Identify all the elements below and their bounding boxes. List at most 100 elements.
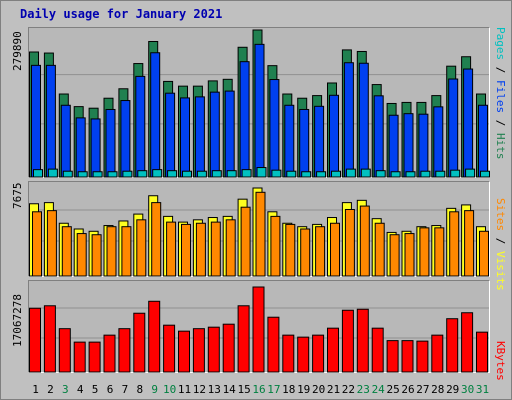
sites-bar-13 [210,221,221,277]
sites-bar-18 [285,223,296,277]
files-bar-6 [105,108,116,178]
pages-bar-15 [241,169,252,178]
kbytes-bar-7 [118,328,131,373]
files-bar-13 [209,91,220,178]
sites-bar-25 [389,234,400,277]
sites-bar-2 [46,210,57,277]
day-label-15: 15 [237,383,251,396]
kbytes-bar-25 [386,340,399,373]
sites-bar-1 [32,211,42,277]
files-bar-8 [135,75,146,178]
files-bar-18 [284,104,295,178]
files-bar-15 [239,61,250,178]
sites-bar-7 [121,226,132,277]
sites-bar-19 [300,228,311,277]
kbytes-bar-22 [341,309,354,373]
sites-bar-28 [434,227,445,277]
pages-bar-20 [316,171,327,178]
kbytes-bar-21 [327,327,339,373]
sites-bar-22 [344,208,355,277]
sites-bar-4 [76,233,87,277]
sites-bar-20 [315,226,326,277]
day-label-22: 22 [341,383,356,396]
sites-bar-16 [255,191,266,277]
files-bar-12 [194,96,205,178]
day-label-31: 31 [475,383,490,396]
files-bar-19 [299,108,310,178]
kbytes-bar-29 [446,318,459,373]
kbytes-bar-23 [356,308,369,373]
kbytes-bar-2 [43,305,56,373]
day-label-6: 6 [106,383,114,396]
kbytes-bar-17 [267,316,280,373]
day-label-3: 3 [61,383,69,396]
day-label-9: 9 [151,383,158,396]
sites-bar-6 [106,226,117,277]
pages-bar-19 [301,171,312,178]
pages-bar-1 [33,169,43,178]
pages-bar-29 [450,169,461,178]
files-bar-23 [358,62,369,178]
files-bar-3 [60,104,71,178]
files-bar-7 [120,100,131,178]
sites-bar-31 [479,230,489,277]
sites-bar-10 [166,221,177,277]
kbytes-bar-30 [461,312,474,373]
pages-bar-3 [62,170,73,178]
sites-bar-29 [449,211,460,277]
day-label-23: 23 [356,383,370,396]
files-bar-1 [31,64,41,178]
sites-bar-12 [195,222,206,277]
files-bar-29 [448,78,459,178]
pages-bar-17 [271,169,282,178]
pages-bar-7 [122,170,133,178]
day-label-5: 5 [91,383,99,396]
kbytes-bar-12 [192,328,205,373]
sites-bar-11 [181,223,191,277]
day-label-1: 1 [32,383,39,396]
sites-bar-8 [136,219,147,277]
files-bar-26 [403,113,414,178]
sites-bar-3 [61,226,72,277]
pages-bar-22 [345,168,356,178]
pages-bar-23 [360,168,371,178]
files-bar-17 [269,79,280,178]
files-bar-16 [254,43,265,178]
day-label-14: 14 [222,383,236,396]
day-label-29: 29 [446,383,460,396]
files-bar-5 [90,118,101,178]
kbytes-bar-14 [222,323,235,373]
pages-bar-2 [47,168,58,178]
sites-bar-27 [419,227,430,277]
pages-bar-9 [152,169,163,178]
kbytes-bar-20 [312,334,325,373]
kbytes-bar-26 [401,340,414,373]
pages-bar-30 [465,168,476,178]
day-label-7: 7 [121,383,129,396]
files-bar-10 [165,92,176,178]
pages-bar-26 [405,171,416,178]
pages-bar-14 [226,170,237,178]
day-label-24: 24 [371,383,385,396]
pages-bar-31 [480,170,490,178]
pages-bar-8 [137,170,148,178]
day-label-19: 19 [297,383,311,396]
day-label-21: 21 [326,383,341,396]
files-bar-28 [433,106,444,178]
day-label-25: 25 [386,383,400,396]
pages-bar-12 [196,170,207,178]
day-label-10: 10 [162,383,177,396]
day-label-13: 13 [207,383,221,396]
files-bar-31 [478,104,488,178]
day-label-11: 11 [177,383,192,396]
pages-bar-25 [390,171,401,178]
day-label-17: 17 [267,383,281,396]
files-bar-11 [180,97,190,178]
kbytes-bar-11 [178,330,190,373]
day-label-28: 28 [431,383,445,396]
kbytes-bar-6 [103,334,116,373]
day-axis: 1 2 3 4 5 6 7 8 9 10 11 12 13 14 15 16 17 18 19 20 21 22 23 24 2… [1,383,512,397]
sites-bar-17 [270,215,281,277]
day-label-12: 12 [192,383,207,396]
